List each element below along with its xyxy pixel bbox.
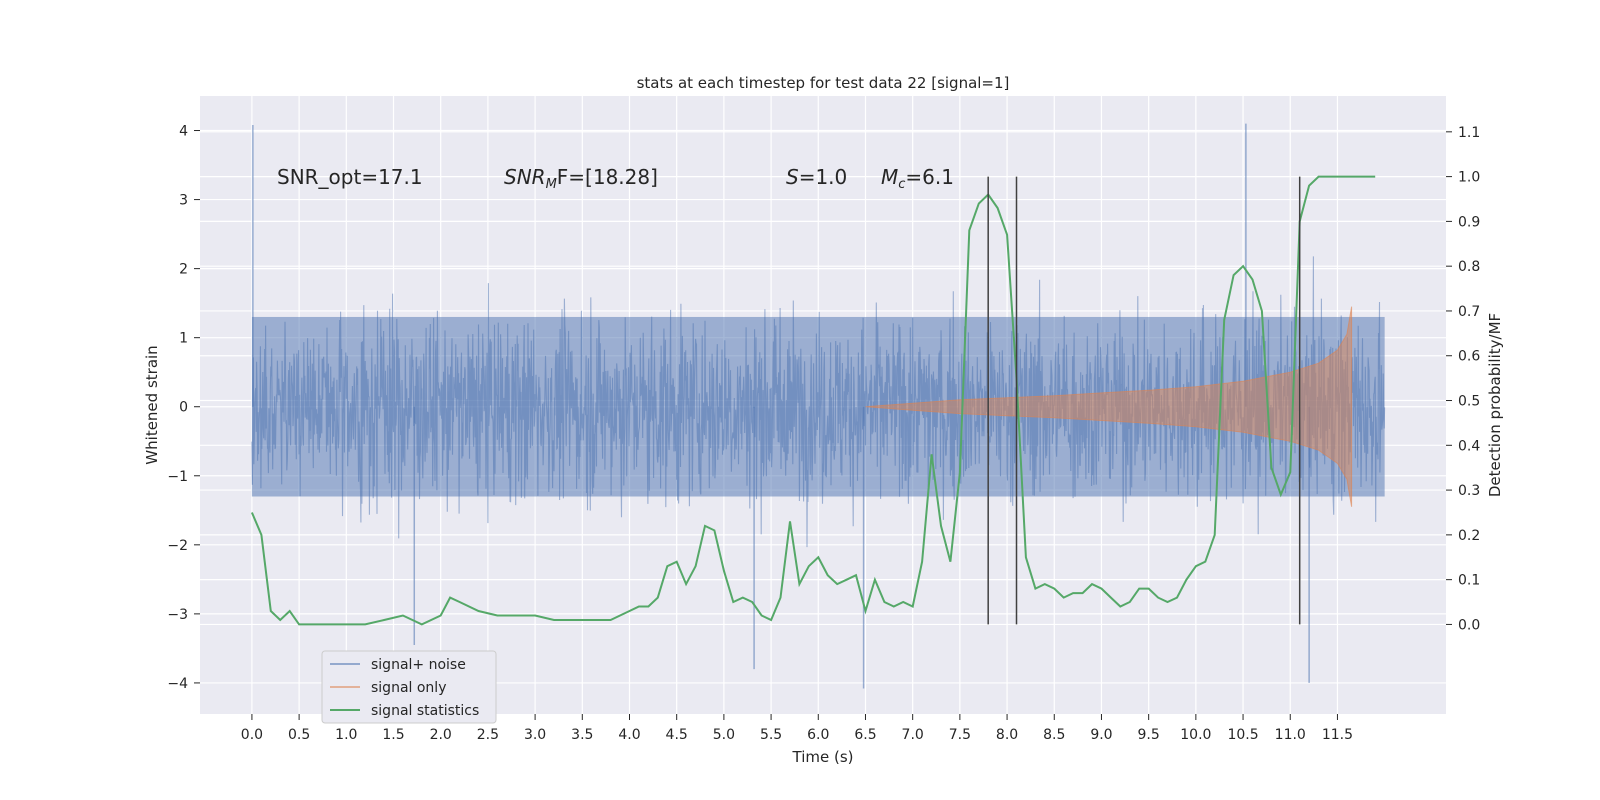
legend-label-signal-statistics: signal statistics [371, 703, 479, 719]
y-tick-label: 0 [179, 400, 188, 416]
y2-tick-label: 0.1 [1458, 573, 1480, 589]
x-tick-label: 3.0 [524, 727, 546, 743]
x-tick-label: 7.5 [949, 727, 971, 743]
x-tick-label: 4.5 [666, 727, 688, 743]
signal-statistics-layer [250, 175, 1376, 626]
x-tick-label: 8.0 [996, 727, 1018, 743]
x-tick-label: 7.0 [902, 727, 924, 743]
y-tick-label: 3 [179, 193, 188, 209]
legend-label-signal-only: signal only [371, 680, 446, 696]
y2-tick-label: 1.1 [1458, 125, 1480, 141]
x-tick-label: 3.5 [571, 727, 593, 743]
y-tick-label: 1 [179, 331, 188, 347]
legend-label-signal-noise: signal+ noise [371, 657, 466, 673]
tick-labels-layer: 0.0 0.5 1.0 1.5 2.0 2.5 3.0 3.5 4.0 4.5 5.0 5.5 6.0 6… [167, 124, 1480, 743]
x-tick-label: 10.5 [1227, 727, 1258, 743]
signal-only-layer [865, 306, 1353, 507]
x-tick-label: 5.0 [713, 727, 735, 743]
x-tick-label: 11.0 [1275, 727, 1306, 743]
y2-tick-label: 0.2 [1458, 528, 1480, 544]
y-tick-label: −3 [167, 607, 188, 623]
y-tick-label: 2 [179, 262, 188, 278]
x-tick-label: 8.5 [1043, 727, 1065, 743]
x-axis-label: Time (s) [792, 748, 854, 766]
y2-tick-label: 0.4 [1458, 438, 1480, 454]
vertical-lines-layer [987, 176, 1301, 625]
y2-tick-label: 0.5 [1458, 394, 1480, 410]
y2-tick-label: 0.7 [1458, 304, 1480, 320]
x-tick-label: 6.0 [807, 727, 829, 743]
x-tick-label: 11.5 [1322, 727, 1353, 743]
x-tick-label: 2.0 [430, 727, 452, 743]
signal-only-envelope [865, 306, 1353, 507]
y-axis-label: Whitened strain [143, 345, 161, 464]
x-tick-label: 10.0 [1180, 727, 1211, 743]
y-tick-label: −2 [167, 538, 188, 554]
annotation-snr-opt: SNR_opt=17.1 [277, 165, 423, 189]
x-tick-label: 9.5 [1138, 727, 1160, 743]
annotation-s: S=1.0 [786, 165, 847, 189]
y2-tick-label: 1.0 [1458, 170, 1480, 186]
chart-title: stats at each timestep for test data 22 … [637, 74, 1010, 92]
y-tick-label: 4 [179, 124, 188, 140]
x-tick-label: 0.0 [241, 727, 263, 743]
y2-tick-label: 0.3 [1458, 483, 1480, 499]
annotation-mc: Mc=6.1 [881, 165, 954, 192]
y-tick-label: −4 [167, 676, 188, 692]
legend-box [321, 650, 497, 724]
y2-tick-label: 0.9 [1458, 214, 1480, 230]
x-tick-label: 6.5 [854, 727, 876, 743]
signal-statistics-line [250, 175, 1376, 626]
y2-axis-label: Detection probability/MF [1486, 313, 1504, 497]
legend: signal+ noise signal only signal statist… [321, 650, 497, 724]
y2-tick-label: 0.0 [1458, 617, 1480, 633]
annotation-snr-mf: SNRMF=[18.28] [504, 165, 658, 192]
y2-tick-label: 0.8 [1458, 259, 1480, 275]
x-tick-label: 0.5 [288, 727, 310, 743]
x-tick-label: 2.5 [477, 727, 499, 743]
x-tick-label: 4.0 [618, 727, 640, 743]
x-tick-label: 5.5 [760, 727, 782, 743]
x-tick-label: 1.0 [335, 727, 357, 743]
y2-tick-label: 0.6 [1458, 349, 1480, 365]
x-tick-label: 1.5 [382, 727, 404, 743]
x-tick-label: 9.0 [1090, 727, 1112, 743]
y-tick-label: −1 [167, 469, 188, 485]
